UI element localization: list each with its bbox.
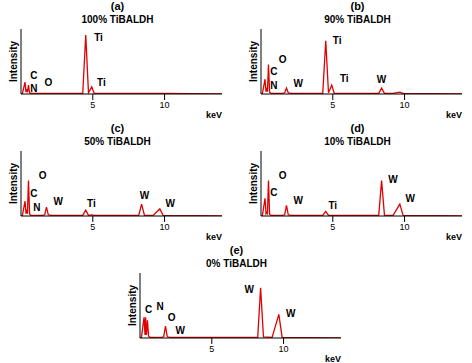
html-text:(b): (b) — [350, 0, 365, 12]
svg-text:W: W — [244, 284, 254, 295]
svg-text:10: 10 — [160, 222, 170, 232]
html-text:50% TiBALDH: 50% TiBALDH — [84, 136, 151, 147]
svg-text:keV: keV — [325, 354, 341, 362]
svg-text:10: 10 — [400, 222, 410, 232]
svg-text:keV: keV — [446, 232, 462, 240]
svg-text:O: O — [279, 170, 287, 181]
svg-text:W: W — [54, 196, 64, 207]
html-text:90% TiBALDH: 90% TiBALDH — [324, 14, 391, 25]
svg-text:Intensity: Intensity — [8, 41, 19, 83]
svg-text:W: W — [294, 78, 304, 89]
svg-text:W: W — [166, 198, 176, 209]
svg-text:O: O — [168, 312, 176, 323]
svg-text:Intensity: Intensity — [248, 41, 259, 83]
svg-text:5: 5 — [330, 100, 335, 110]
svg-text:O: O — [279, 54, 287, 65]
svg-text:5: 5 — [90, 222, 95, 232]
svg-text:10: 10 — [160, 100, 170, 110]
svg-text:Intensity: Intensity — [248, 163, 259, 205]
svg-text:10: 10 — [400, 100, 410, 110]
svg-text:O: O — [44, 77, 52, 88]
svg-text:Intensity: Intensity — [8, 163, 19, 205]
svg-text:N: N — [156, 301, 163, 312]
html-text:(c): (c) — [110, 122, 125, 134]
svg-text:C: C — [30, 70, 37, 81]
svg-text:W: W — [286, 308, 296, 319]
svg-text:5: 5 — [209, 344, 214, 354]
html-text:0% TiBALDH: 0% TiBALDH — [206, 258, 267, 269]
svg-text:Intensity: Intensity — [127, 285, 138, 327]
svg-text:5: 5 — [90, 100, 95, 110]
svg-text:W: W — [388, 174, 398, 185]
svg-text:W: W — [406, 193, 416, 204]
svg-text:W: W — [377, 74, 387, 85]
svg-text:C: C — [270, 66, 277, 77]
html-text:100% TiBALDH: 100% TiBALDH — [81, 14, 154, 25]
svg-text:Ti: Ti — [328, 200, 337, 211]
svg-text:N: N — [33, 202, 40, 213]
svg-text:Ti: Ti — [333, 35, 342, 46]
svg-text:W: W — [140, 190, 150, 201]
svg-text:W: W — [294, 195, 304, 206]
html-text:(a): (a) — [110, 0, 125, 12]
svg-text:N: N — [270, 80, 277, 91]
svg-text:O: O — [39, 170, 47, 181]
svg-text:Ti: Ti — [97, 77, 106, 88]
svg-text:N: N — [30, 83, 37, 94]
svg-text:10: 10 — [279, 344, 289, 354]
html-text:10% TiBALDH: 10% TiBALDH — [324, 136, 391, 147]
svg-text:keV: keV — [206, 232, 222, 240]
svg-text:C: C — [30, 188, 37, 199]
svg-text:Ti: Ti — [87, 198, 96, 209]
svg-text:keV: keV — [206, 110, 222, 118]
svg-text:Ti: Ti — [340, 73, 349, 84]
svg-text:Ti: Ti — [94, 32, 103, 43]
html-text:(d): (d) — [350, 122, 365, 134]
svg-text:5: 5 — [330, 222, 335, 232]
svg-text:W: W — [175, 325, 185, 336]
svg-text:keV: keV — [446, 110, 462, 118]
svg-text:C: C — [270, 187, 277, 198]
svg-text:C: C — [145, 304, 152, 315]
html-text:(e): (e) — [229, 244, 244, 256]
